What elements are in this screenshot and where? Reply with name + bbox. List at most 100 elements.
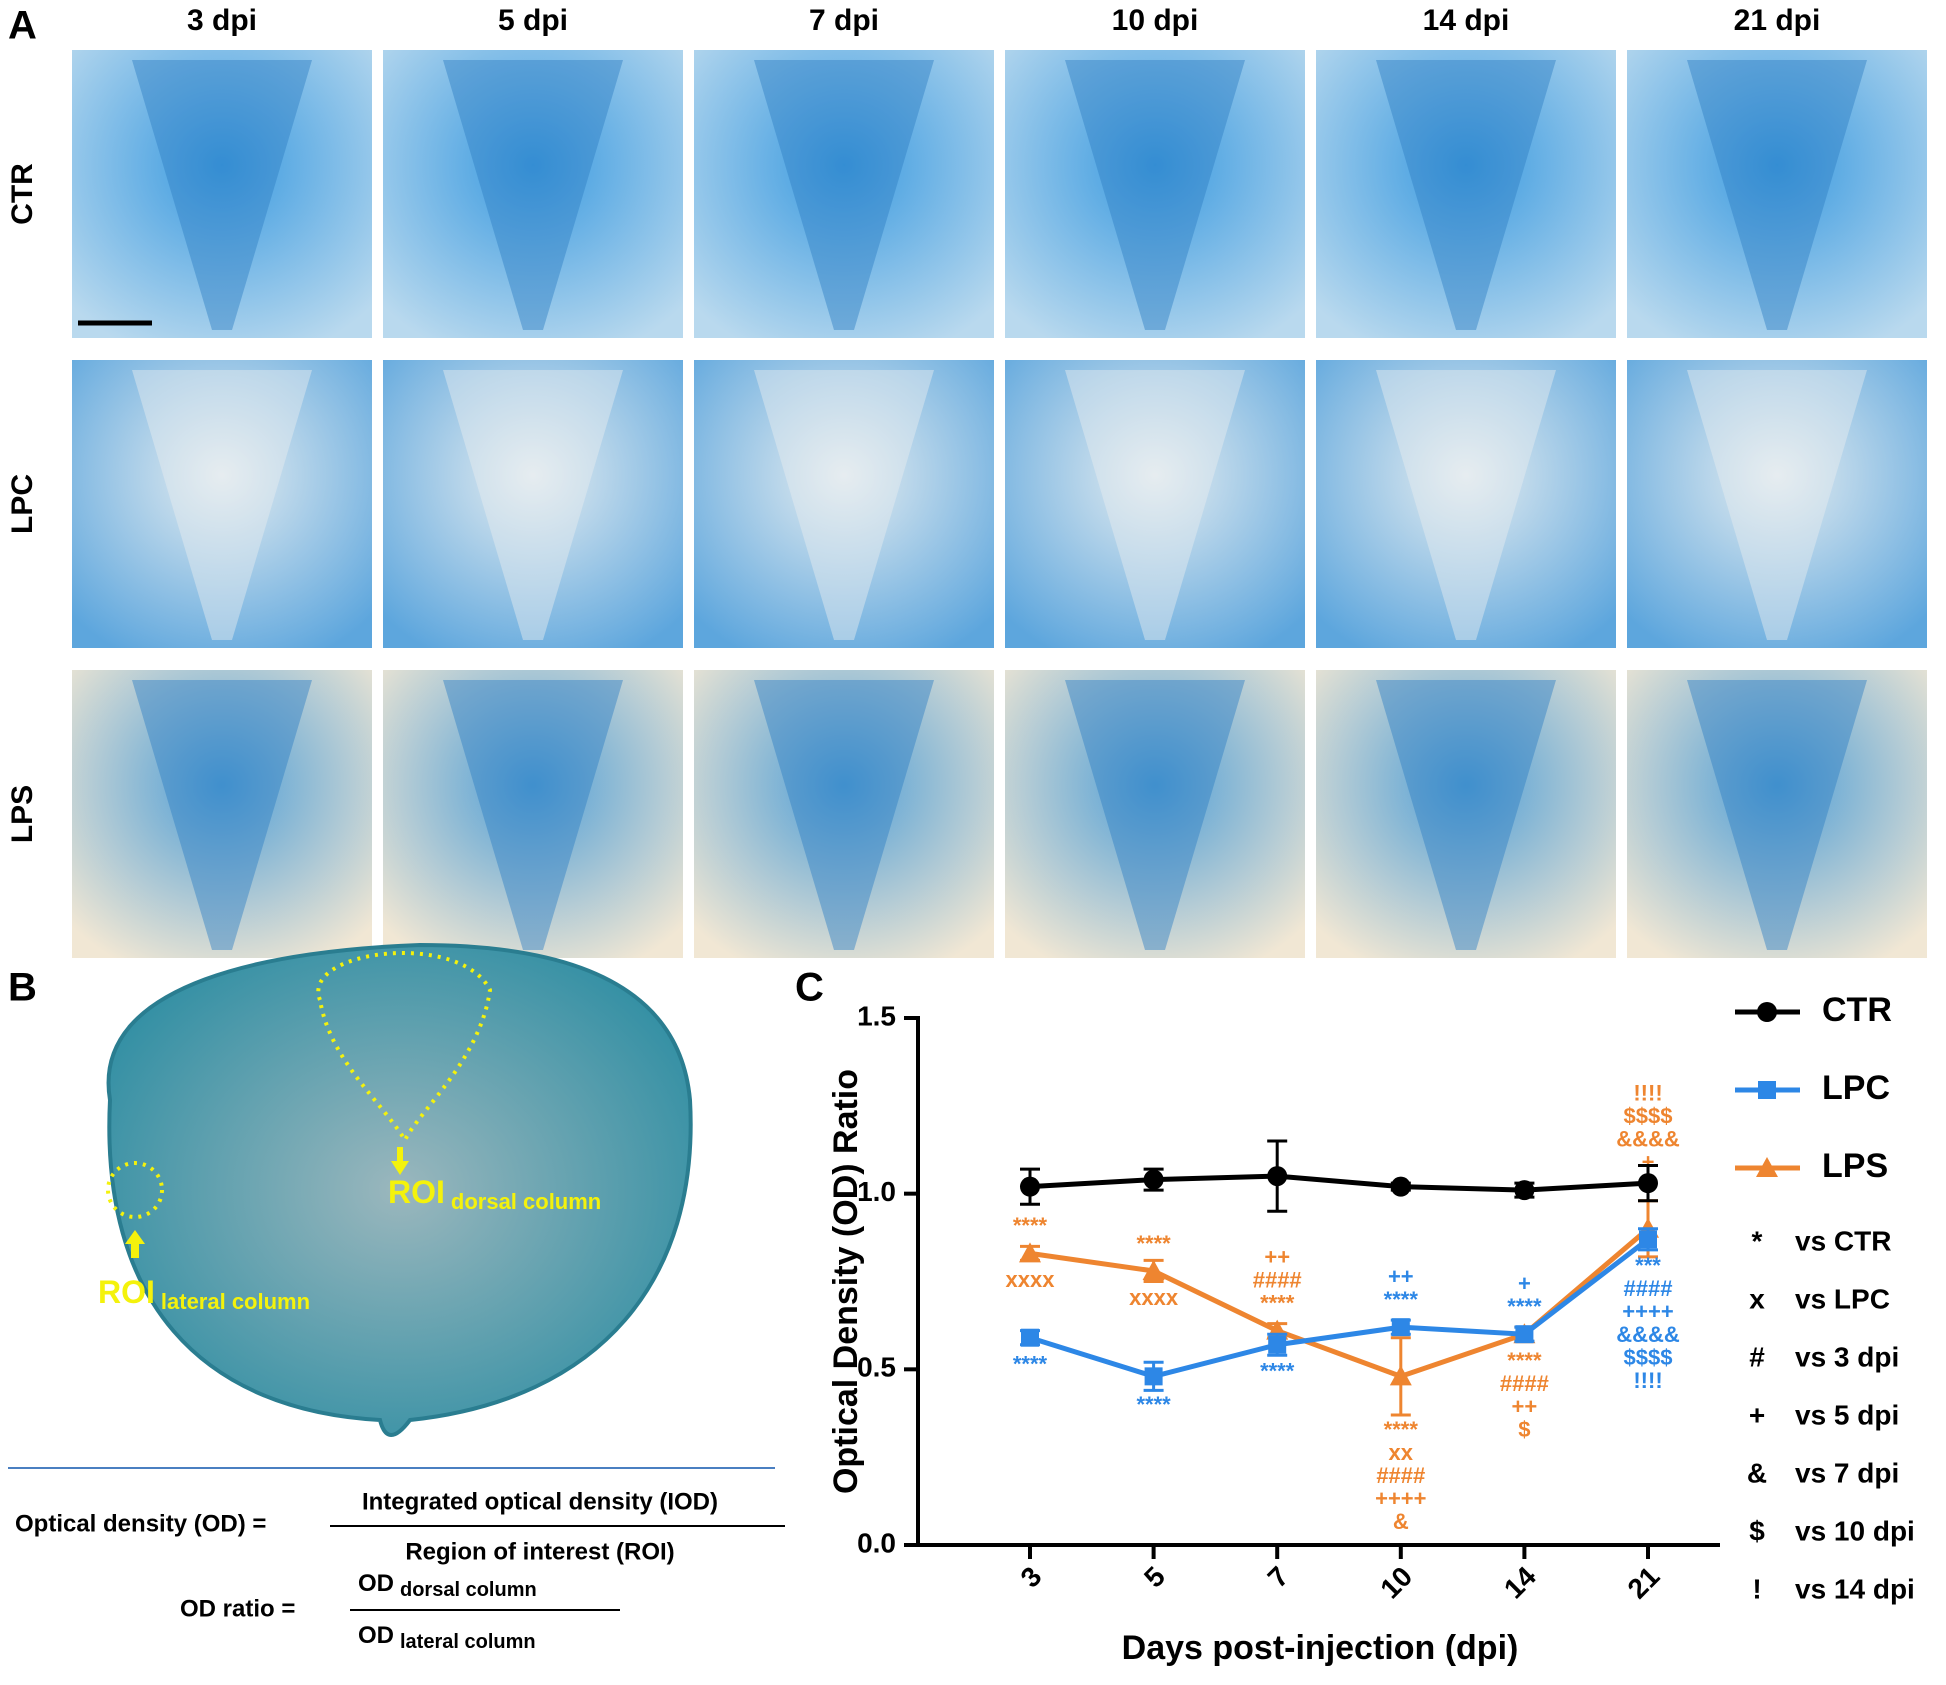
legend-label: LPC — [1822, 1069, 1890, 1107]
significance: **** — [1507, 1294, 1542, 1319]
x-axis-label: Days post-injection (dpi) — [1122, 1629, 1519, 1667]
dorsal-column — [754, 370, 934, 640]
y-tick-label: 0.5 — [857, 1352, 896, 1383]
key-symbol: # — [1749, 1341, 1765, 1372]
significance: ++ — [1264, 1244, 1290, 1269]
dorsal-column — [132, 680, 312, 950]
row-label: CTR — [6, 163, 39, 225]
significance: *** — [1635, 1253, 1661, 1278]
significance: **** — [1384, 1417, 1419, 1442]
dorsal-column — [132, 60, 312, 330]
micrograph — [383, 360, 683, 648]
micrograph — [694, 670, 994, 958]
significance: + — [1518, 1271, 1531, 1296]
dorsal-column — [1687, 60, 1867, 330]
marker — [1267, 1166, 1288, 1187]
marker — [1019, 1242, 1041, 1263]
micrograph — [1627, 50, 1927, 338]
significance: ++ — [1512, 1394, 1538, 1419]
significance: **** — [1384, 1287, 1419, 1312]
x-tick-label: 10 — [1374, 1561, 1418, 1605]
series-line — [1029, 1173, 1649, 1193]
key-label: vs CTR — [1795, 1225, 1891, 1256]
spinal-cord-section — [106, 942, 693, 1437]
significance: **** — [1260, 1359, 1295, 1384]
significance: ++++ — [1622, 1299, 1673, 1324]
marker — [1021, 1328, 1039, 1347]
marker — [1515, 1325, 1534, 1344]
formula-denominator: Region of interest (ROI) — [405, 1538, 674, 1565]
marker — [1390, 1176, 1411, 1197]
significance: $ — [1518, 1417, 1530, 1442]
key-symbol: ! — [1752, 1573, 1761, 1604]
legend-label: CTR — [1822, 991, 1892, 1029]
y-tick-label: 0.0 — [857, 1527, 896, 1558]
x-tick-label: 21 — [1622, 1561, 1666, 1605]
row-label: LPS — [6, 785, 39, 843]
panel-label: C — [795, 966, 824, 1010]
dorsal-column — [443, 680, 623, 950]
micrograph — [1627, 670, 1927, 958]
micrograph — [694, 360, 994, 648]
key-label: vs 3 dpi — [1795, 1341, 1899, 1372]
significance: & — [1393, 1509, 1409, 1534]
x-tick-label: 14 — [1498, 1560, 1542, 1604]
panel-label: A — [8, 4, 37, 48]
formula-numerator: OD dorsal column — [358, 1570, 537, 1601]
micrograph — [383, 50, 683, 338]
micrograph — [1627, 360, 1927, 648]
dorsal-column — [1687, 370, 1867, 640]
marker — [1143, 1169, 1164, 1190]
micrograph — [1005, 360, 1305, 648]
marker — [1756, 1157, 1778, 1177]
micrograph — [383, 670, 683, 958]
marker — [1757, 1002, 1777, 1022]
significance: xx — [1389, 1440, 1414, 1465]
significance: $$$$ — [1624, 1104, 1673, 1129]
roi-lateral-outline — [106, 1161, 164, 1219]
dorsal-column — [1376, 60, 1556, 330]
marker — [1639, 1230, 1657, 1249]
micrograph — [1316, 670, 1616, 958]
roi-label: ROI dorsal column — [388, 1174, 601, 1213]
significance: $$$$ — [1624, 1345, 1673, 1370]
y-axis-label: Optical Density (OD) Ratio — [827, 1069, 865, 1494]
panel-a: 3 dpi 5 dpi 7 dpi 10 dpi 14 dpi 21 dpi CTR LPC L… — [6, 4, 1927, 958]
column-header: 3 dpi — [187, 4, 257, 37]
row-label: LPC — [6, 474, 39, 534]
micrograph — [72, 360, 372, 648]
micrograph — [72, 670, 372, 958]
column-header: 14 dpi — [1423, 4, 1510, 37]
formula-denominator: OD lateral column — [358, 1622, 536, 1653]
dorsal-column — [1376, 370, 1556, 640]
dorsal-column — [1065, 60, 1245, 330]
legend-label: LPS — [1822, 1147, 1888, 1185]
significance: **** — [1013, 1213, 1048, 1238]
micrograph — [72, 50, 372, 338]
significance: xxxx — [1129, 1285, 1179, 1310]
series: ****xxxx****xxxx++####********xx####++++… — [1006, 1081, 1680, 1534]
key-label: vs 5 dpi — [1795, 1399, 1899, 1430]
series — [1020, 1139, 1658, 1213]
dorsal-column — [443, 60, 623, 330]
significance: !!!! — [1633, 1368, 1662, 1393]
significance: **** — [1136, 1392, 1171, 1417]
dorsal-column — [132, 370, 312, 640]
significance: ++ — [1388, 1264, 1414, 1289]
formula-lhs: OD ratio = — [180, 1595, 295, 1622]
marker — [1144, 1367, 1163, 1386]
dorsal-column — [1376, 680, 1556, 950]
key-symbol: x — [1749, 1283, 1765, 1314]
key-label: vs 14 dpi — [1795, 1573, 1915, 1604]
marker — [1389, 1365, 1412, 1386]
arrow — [391, 1147, 409, 1175]
x-tick-label: 3 — [1015, 1561, 1048, 1594]
significance: &&&& — [1616, 1127, 1680, 1152]
panel-b: ROI dorsal column ROI lateral column Optic… — [8, 942, 785, 1653]
marker — [1020, 1176, 1040, 1197]
significance: #### — [1253, 1267, 1302, 1292]
column-header: 10 dpi — [1112, 4, 1199, 37]
dorsal-column — [443, 370, 623, 640]
significance: ++++ — [1375, 1486, 1426, 1511]
